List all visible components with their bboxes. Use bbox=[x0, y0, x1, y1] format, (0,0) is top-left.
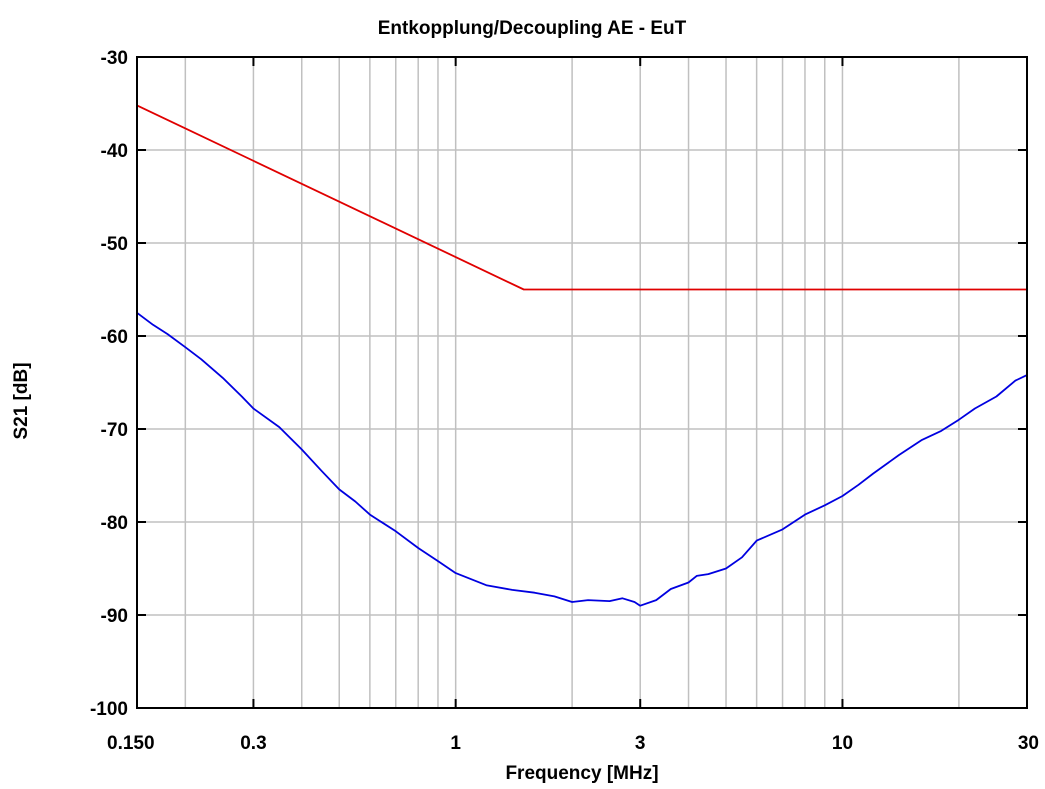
y-tick-label: -50 bbox=[101, 234, 128, 255]
series-group bbox=[136, 104, 1028, 607]
y-tick-labels: -100 -90 -80 -70 -60 -50 -40 -30 bbox=[90, 48, 128, 720]
x-axis-title: Frequency [MHz] bbox=[505, 763, 658, 784]
tick-marks bbox=[136, 56, 1028, 709]
y-tick-label: -100 bbox=[90, 699, 128, 720]
y-tick-label: -30 bbox=[101, 48, 128, 69]
x-tick-label: 10 bbox=[832, 733, 853, 754]
y-axis-title: S21 [dB] bbox=[11, 362, 32, 439]
y-tick-label: -90 bbox=[101, 606, 128, 627]
y-tick-label: -40 bbox=[101, 141, 128, 162]
x-tick-label: 0.3 bbox=[240, 733, 266, 754]
grid bbox=[137, 56, 1027, 709]
series-line-1 bbox=[136, 104, 1027, 291]
y-tick-label: -60 bbox=[101, 327, 128, 348]
series-line-2 bbox=[136, 312, 1028, 607]
x-tick-label: 3 bbox=[635, 733, 646, 754]
y-tick-label: -80 bbox=[101, 513, 128, 534]
plot-frame bbox=[136, 56, 1028, 709]
x-tick-label: 1 bbox=[450, 733, 461, 754]
x-tick-label: 0.150 bbox=[107, 733, 155, 754]
chart-title: Entkopplung/Decoupling AE - EuT bbox=[378, 18, 687, 39]
x-tick-label: 30 bbox=[1018, 733, 1039, 754]
y-tick-label: -70 bbox=[101, 420, 128, 441]
x-tick-labels: 0.150 0.3 1 3 10 30 bbox=[107, 733, 1039, 754]
